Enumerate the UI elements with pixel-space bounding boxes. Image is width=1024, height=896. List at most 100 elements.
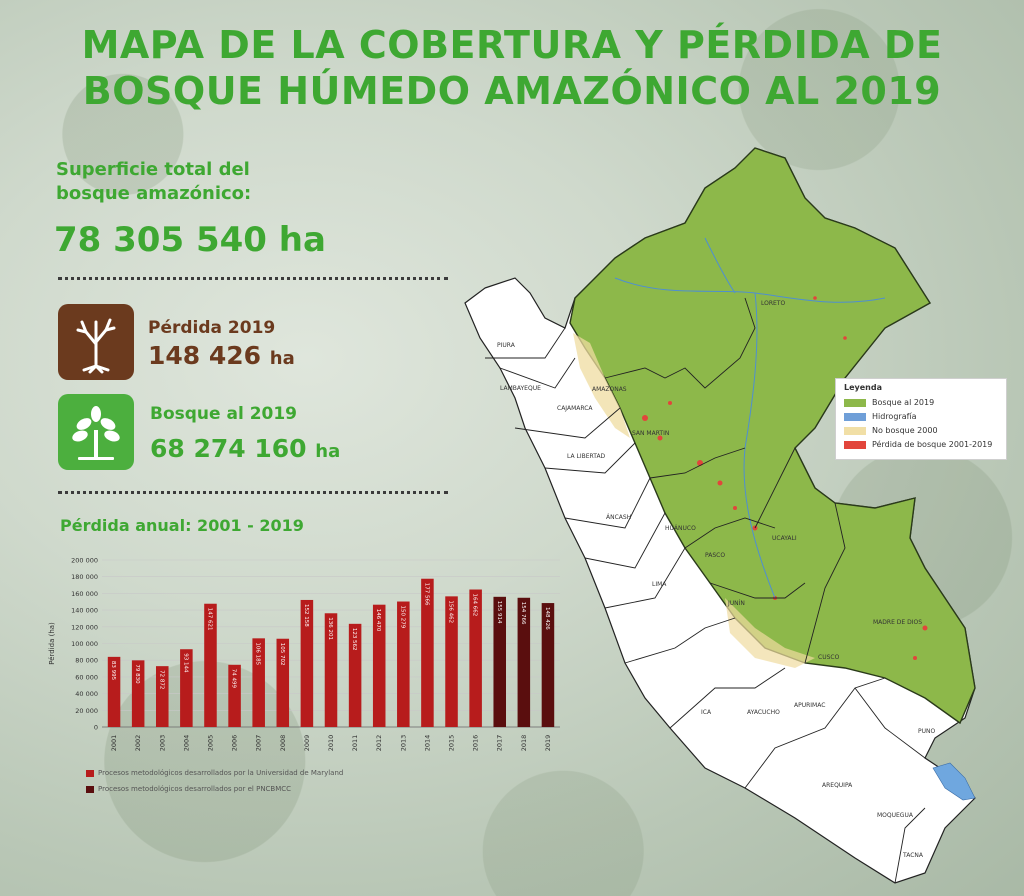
y-tick-label: 200 000 — [71, 557, 98, 565]
x-tick-label: 2002 — [134, 735, 142, 752]
map-label-madre-de-dios: MADRE DE DIOS — [873, 619, 923, 626]
bosque-unit: ha — [315, 441, 341, 462]
x-tick-label: 2001 — [110, 735, 118, 752]
x-tick-label: 2016 — [472, 735, 480, 752]
dotted-divider — [58, 491, 448, 494]
bar — [107, 656, 121, 727]
peru-forest-map — [464, 147, 976, 884]
x-tick-label: 2010 — [327, 735, 335, 752]
superficie-label: Superficie total del bosque amazónico: — [56, 159, 252, 204]
bar — [180, 649, 193, 727]
map-legend-item: Hidrografía — [844, 411, 917, 422]
map-label-ayacucho: AYACUCHO — [747, 709, 780, 716]
x-tick-label: 2017 — [496, 735, 504, 752]
bar — [397, 601, 410, 727]
x-tick-label: 2004 — [182, 735, 190, 752]
bar — [300, 599, 314, 727]
bar-data-label: 106 185 — [255, 642, 261, 665]
lake-titicaca — [932, 762, 976, 801]
bar-data-label: 164 662 — [472, 594, 478, 617]
legend-swatch — [844, 426, 866, 435]
bar-data-label: 150 279 — [399, 606, 405, 629]
bar-data-label: 72 872 — [158, 670, 164, 689]
bar-data-label: 148 426 — [544, 607, 550, 630]
map-label-san-martin: SAN MARTIN — [632, 430, 670, 437]
bar — [541, 603, 555, 727]
map-label-puno: PUNO — [918, 728, 936, 735]
bar — [421, 578, 434, 727]
map-label-junin: JUNÍN — [728, 600, 745, 607]
bar — [155, 666, 169, 727]
x-tick-label: 2019 — [544, 735, 552, 752]
bar-data-label: 177 566 — [423, 583, 429, 606]
y-tick-label: 20 000 — [75, 707, 98, 715]
map-label-la-libertad: LA LIBERTAD — [567, 453, 606, 460]
bar — [252, 638, 265, 727]
forest-loss-areas — [642, 296, 928, 660]
y-tick-label: 80 000 — [75, 657, 98, 665]
bosque-label: Bosque al 2019 — [150, 404, 298, 424]
bar — [324, 613, 338, 727]
map-label-moquegua: MOQUEGUA — [877, 812, 913, 819]
bar — [276, 638, 290, 727]
tree-icon — [58, 394, 134, 470]
map-label-ica: ICA — [701, 709, 712, 716]
forest-cover-area — [569, 147, 976, 725]
map-label-piura: PIURA — [497, 342, 515, 349]
bar-data-label: 147 621 — [206, 608, 212, 631]
y-tick-label: 180 000 — [71, 573, 98, 581]
title-line-1: MAPA DE LA COBERTURA Y PÉRDIDA DE — [81, 23, 943, 67]
bar-data-label: 105 702 — [279, 643, 285, 666]
map-legend: Leyenda Bosque al 2019 Hidrografía No bo… — [835, 378, 1007, 460]
x-tick-label: 2015 — [448, 735, 456, 752]
x-tick-label: 2005 — [206, 735, 214, 752]
map-legend-item: Pérdida de bosque 2001-2019 — [844, 439, 992, 450]
bar — [228, 664, 241, 727]
map-label-cusco: CUSCO — [818, 654, 840, 661]
title-line-2: BOSQUE HÚMEDO AMAZÓNICO AL 2019 — [82, 69, 942, 113]
legend-swatch — [844, 440, 866, 449]
x-tick-label: 2003 — [158, 735, 166, 752]
bar — [493, 596, 507, 727]
map-label-ancash: ÁNCASH — [606, 514, 632, 521]
bar — [131, 660, 145, 727]
legend-item-label: Pérdida de bosque 2001-2019 — [872, 440, 993, 449]
x-tick-label: 2006 — [231, 735, 239, 752]
no-forest-area — [725, 598, 815, 668]
superficie-value: 78 305 540 ha — [54, 220, 326, 260]
x-tick-label: 2008 — [279, 735, 287, 752]
y-tick-label: 60 000 — [75, 673, 98, 681]
bar — [445, 596, 458, 727]
x-tick-label: 2018 — [520, 735, 528, 752]
legend-swatch — [844, 398, 866, 407]
bar — [372, 604, 386, 727]
legend-swatch-umd — [86, 770, 94, 777]
y-tick-label: 120 000 — [71, 623, 98, 631]
y-tick-label: 160 000 — [71, 590, 98, 598]
perdida-label: Pérdida 2019 — [148, 318, 276, 338]
chart-title: Pérdida anual: 2001 - 2019 — [60, 516, 304, 535]
department-boundaries — [485, 297, 926, 884]
bar — [469, 589, 482, 727]
bar-data-label: 123 562 — [351, 628, 357, 651]
map-label-pasco: PASCO — [705, 552, 726, 559]
bar — [517, 597, 531, 727]
bosque-number: 68 274 160 — [150, 434, 307, 463]
legend-label-umd: Procesos metodológicos desarrollados por… — [98, 769, 344, 777]
legend-swatch — [844, 412, 866, 421]
y-tick-label: 100 000 — [71, 640, 98, 648]
perdida-value: 148 426 ha — [148, 341, 295, 370]
bar-data-label: 136 201 — [327, 617, 333, 640]
bar-data-label: 74 499 — [231, 669, 237, 689]
legend-item-label: Hidrografía — [872, 412, 917, 421]
map-label-cajamarca: CAJAMARCA — [557, 405, 593, 412]
y-tick-label: 140 000 — [71, 607, 98, 615]
map-label-loreto: LORETO — [761, 300, 786, 307]
y-tick-label: 40 000 — [75, 690, 98, 698]
map-label-lima: LIMA — [652, 581, 667, 588]
page-title: MAPA DE LA COBERTURA Y PÉRDIDA DE BOSQUE… — [0, 22, 1024, 114]
bar-data-label: 156 462 — [448, 600, 454, 623]
map-label-huanuco: HUÁNUCO — [665, 525, 696, 532]
bar-data-label: 83 995 — [110, 661, 116, 681]
x-tick-label: 2013 — [399, 735, 407, 752]
